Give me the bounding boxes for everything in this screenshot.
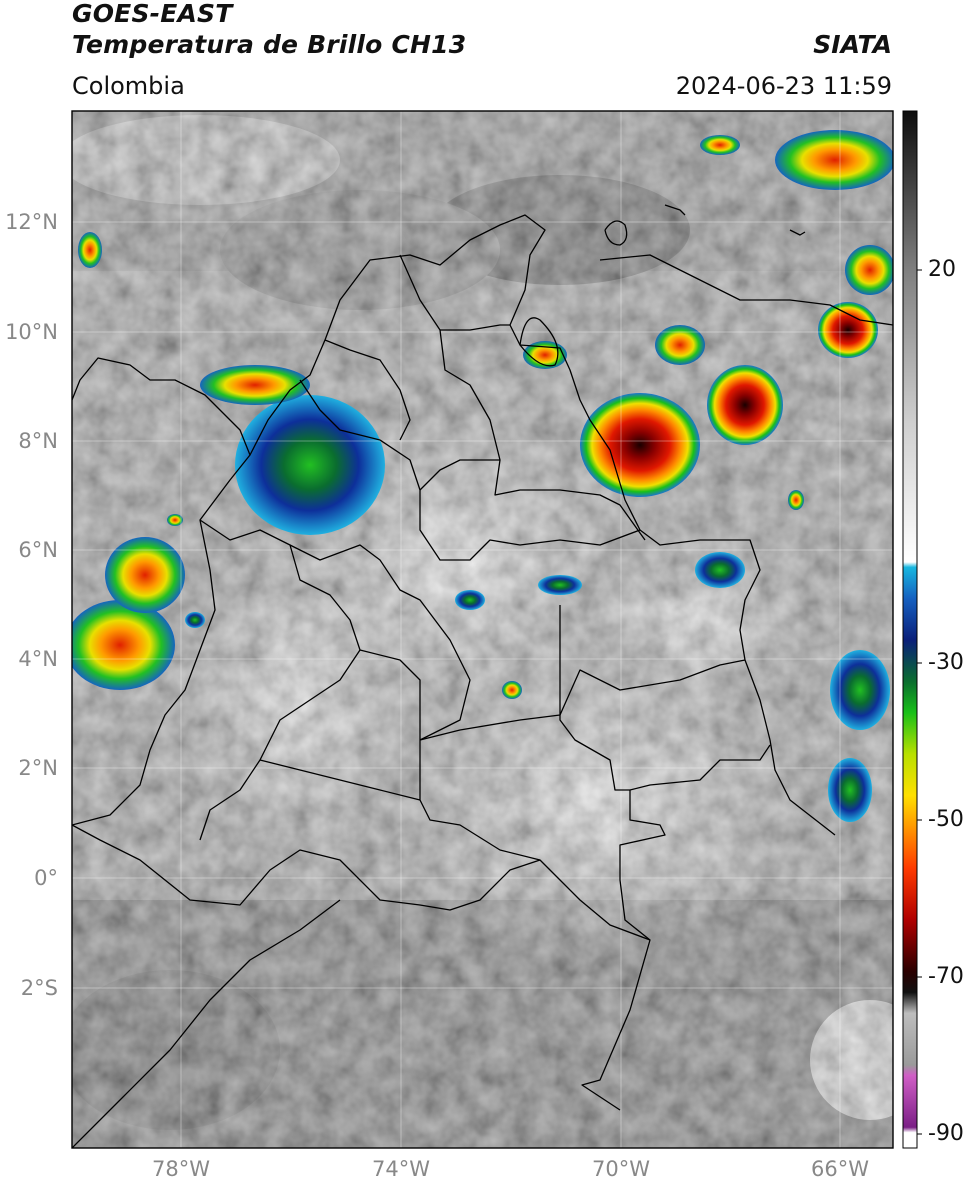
satellite-image	[72, 111, 893, 1148]
lat-tick-label: 0°	[34, 866, 58, 890]
lon-tick-label: 70°W	[592, 1157, 650, 1181]
lat-tick-label: 2°N	[18, 756, 58, 780]
satellite-title: GOES-EAST	[72, 0, 233, 28]
colorbar-tick-label: -70	[928, 964, 964, 989]
lon-tick-label: 78°W	[152, 1157, 210, 1181]
lat-tick-label: 2°S	[20, 976, 58, 1000]
lat-tick-label: 12°N	[5, 210, 58, 234]
lat-tick-label: 6°N	[18, 538, 58, 562]
colorbar-tick-label: -30	[928, 650, 964, 675]
colorbar-tick-label: -50	[928, 807, 964, 832]
lat-tick-label: 10°N	[5, 320, 58, 344]
lon-tick-label: 74°W	[372, 1157, 430, 1181]
lat-tick-label: 8°N	[18, 429, 58, 453]
datetime-label: 2024-06-23 11:59	[675, 72, 892, 100]
organization-label: SIATA	[813, 30, 892, 59]
lat-tick-label: 4°N	[18, 647, 58, 671]
lon-tick-label: 66°W	[811, 1157, 869, 1181]
product-title: Temperatura de Brillo CH13	[72, 30, 467, 59]
colorbar-tick-label: -90	[928, 1121, 964, 1146]
colorbar	[902, 110, 922, 1149]
colorbar-tick-label: 20	[928, 257, 956, 282]
region-label: Colombia	[72, 72, 185, 100]
map-frame	[71, 110, 894, 1149]
